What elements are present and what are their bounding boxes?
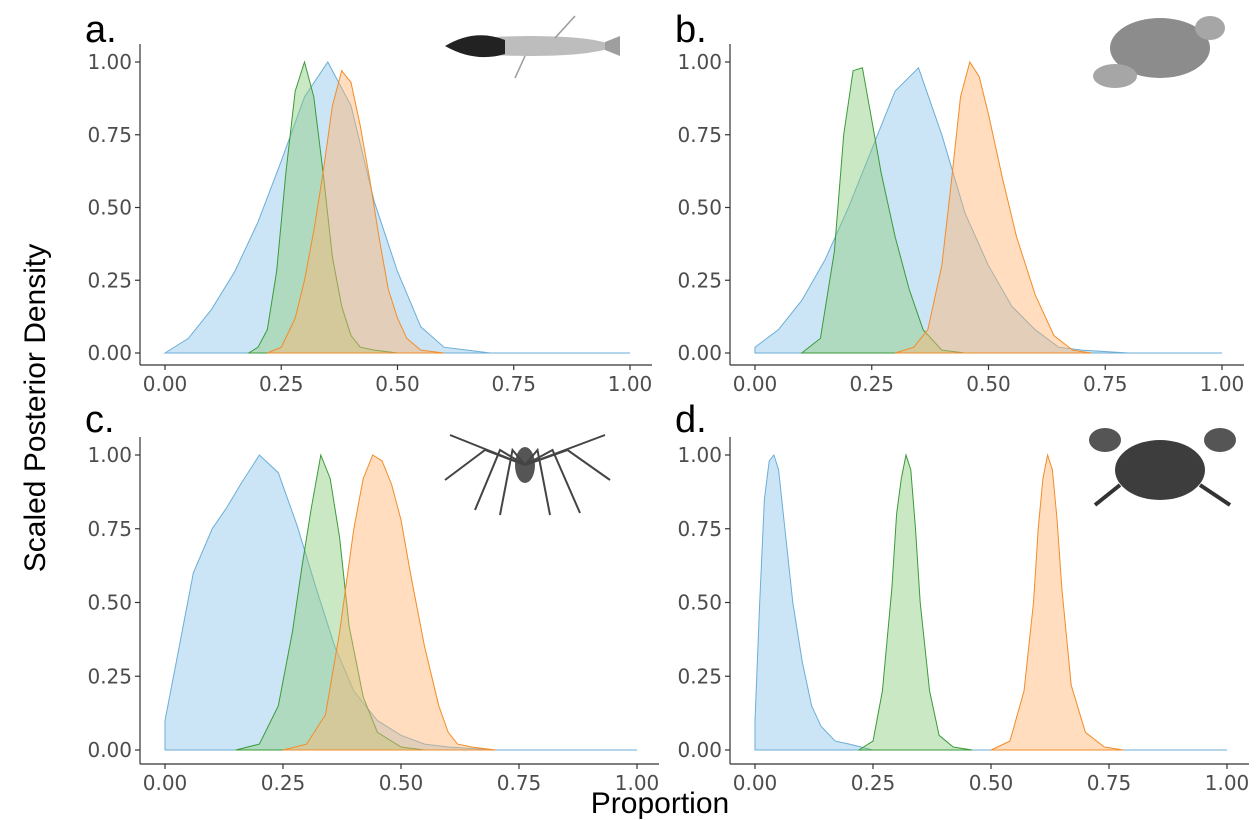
hairy-crab-leg [1093,483,1122,507]
crab-claw-right [1195,16,1225,40]
spider-crab-leg [524,447,551,516]
x-tick-label: 0.25 [851,771,896,795]
x-tick-label: 0.25 [849,372,894,396]
x-tick-label: 0.75 [497,771,542,795]
density-area-green [857,453,973,751]
crab-carapace [1110,18,1210,78]
hairy-crab-claw-right [1204,428,1236,452]
y-tick-label: 1.00 [677,50,722,74]
hairy-crab-carapace [1115,440,1205,500]
x-axis-title: Proportion [591,787,729,820]
density-area-orange [990,453,1124,751]
y-tick-label: 0.25 [87,664,132,688]
crab-claw-left [1093,64,1137,88]
spider-crab-leg [499,447,526,516]
panel-label: a. [85,9,117,51]
x-tick-label: 1.00 [615,771,660,795]
y-tick-label: 1.00 [87,50,132,74]
x-tick-label: 0.50 [969,771,1014,795]
y-tick-label: 0.75 [87,517,132,541]
panel-label: b. [675,9,707,51]
hairy-crab-leg [1198,483,1232,507]
x-tick-label: 0.00 [143,372,188,396]
hairy-crab-claw-left [1089,428,1121,452]
density-area-green [235,453,425,751]
y-tick-label: 0.50 [677,591,722,615]
panel-label: d. [675,399,707,441]
density-area-green [246,60,398,354]
x-tick-label: 0.00 [733,372,778,396]
hairy-crab-icon [1089,428,1236,507]
x-tick-label: 0.75 [1083,372,1128,396]
x-tick-label: 1.00 [608,372,653,396]
panel-label: c. [85,399,115,441]
density-area-orange [267,69,445,354]
density-area-blue [163,61,630,354]
shrimp-antenna [554,15,576,39]
spider-crab-leg [474,448,526,511]
y-tick-label: 0.75 [677,123,722,147]
density-area-blue [754,66,1222,354]
panel-0: 0.00 0.25 0.50 0.75 1.00 0.00 0.25 0.50 0.75 1.00… [85,9,652,396]
shrimp-claw [445,35,505,58]
y-tick-label: 0.75 [677,517,722,541]
y-tick-label: 0.75 [87,123,132,147]
y-tick-label: 1.00 [677,443,722,467]
shrimp-leg [514,55,526,79]
y-tick-label: 0.00 [87,738,132,762]
density-area-green [800,67,966,354]
y-tick-label: 0.25 [677,664,722,688]
y-tick-label: 0.50 [87,591,132,615]
y-tick-label: 0.50 [677,196,722,220]
x-tick-label: 0.00 [143,771,188,795]
x-tick-label: 0.50 [375,372,420,396]
crab-icon [1093,16,1225,88]
x-tick-label: 0.00 [733,771,778,795]
shrimp-icon [445,15,620,79]
y-axis-title: Scaled Posterior Density [19,244,52,572]
x-tick-label: 0.75 [491,372,536,396]
spider-crab-icon [444,434,611,516]
y-tick-label: 0.00 [87,341,132,365]
x-tick-label: 0.50 [966,372,1011,396]
spider-crab-leg [524,448,581,514]
panel-1: 0.00 0.25 0.50 0.75 1.00 0.00 0.25 0.50 0.75 1.00… [675,9,1244,396]
x-tick-label: 1.00 [1200,372,1245,396]
y-tick-label: 0.50 [87,196,132,220]
y-tick-label: 0.25 [87,268,132,292]
y-tick-label: 1.00 [87,443,132,467]
y-tick-label: 0.00 [677,341,722,365]
density-area-orange [894,60,1092,354]
x-tick-label: 0.25 [259,372,304,396]
x-tick-label: 0.75 [1087,771,1132,795]
y-tick-label: 0.25 [677,268,722,292]
spider-crab-leg [444,448,526,481]
x-tick-label: 0.25 [261,771,306,795]
density-area-blue [164,454,637,751]
x-tick-label: 1.00 [1205,771,1250,795]
panel-2: 0.00 0.25 0.50 0.75 1.00 0.00 0.25 0.50 0.75 1.00… [85,399,659,795]
y-tick-label: 0.00 [677,738,722,762]
x-tick-label: 0.50 [379,771,424,795]
panel-3: 0.00 0.25 0.50 0.75 1.00 0.00 0.25 0.50 0.75 1.00… [675,399,1249,795]
shrimp-tail [605,36,620,56]
density-area-orange [282,454,496,751]
